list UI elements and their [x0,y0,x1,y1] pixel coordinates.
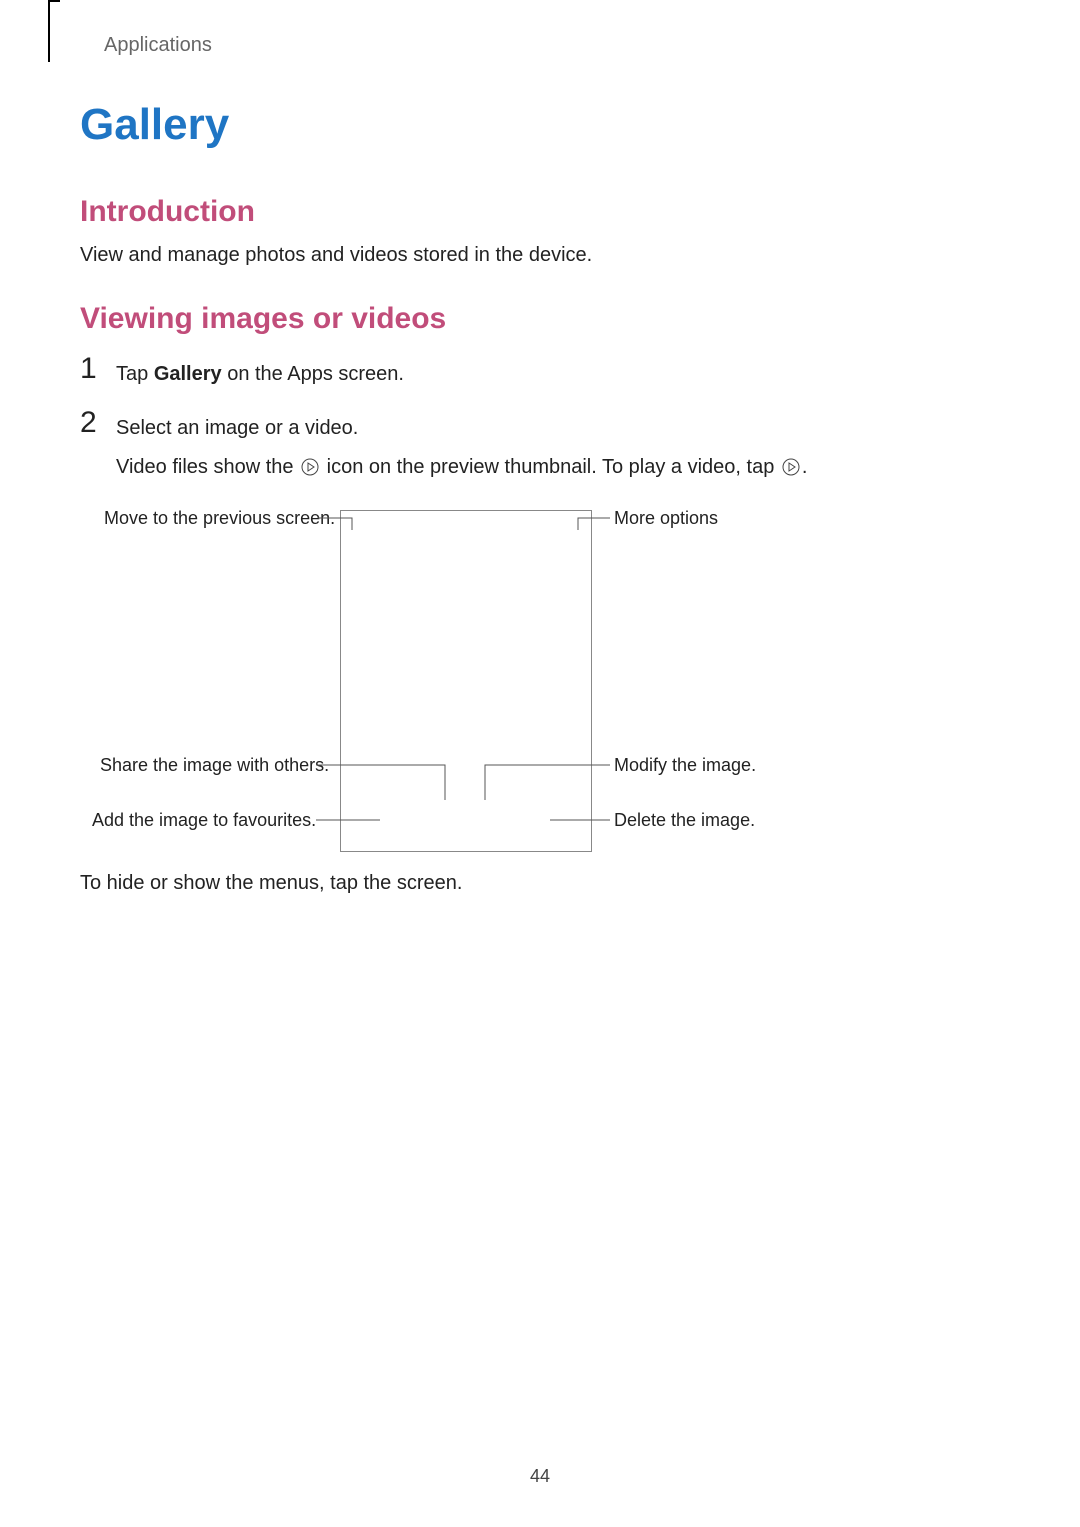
step-text: Tap Gallery on the Apps screen. [116,360,1000,389]
after-diagram-text: To hide or show the menus, tap the scree… [80,872,462,895]
step2-line2c: . [802,456,808,478]
step-number: 1 [80,352,97,386]
breadcrumb: Applications [104,34,212,57]
manual-page: Applications Gallery Introduction View a… [0,0,1080,1527]
step-2: 2 Select an image or a video. Video file… [80,414,1000,485]
step1-pre: Tap [116,363,154,385]
step2-line1: Select an image or a video. [116,417,358,439]
intro-body: View and manage photos and videos stored… [80,244,592,267]
play-icon [301,456,319,485]
step-text: Select an image or a video. Video files … [116,414,1000,485]
section-heading-introduction: Introduction [80,195,255,229]
page-title: Gallery [80,100,229,150]
step-1: 1 Tap Gallery on the Apps screen. [80,360,1000,389]
callout-leader-lines [80,500,1000,860]
page-corner-mark [48,0,62,62]
callout-diagram: Move to the previous screen. More option… [80,500,1000,860]
section-heading-viewing: Viewing images or videos [80,302,446,336]
step-number: 2 [80,406,97,440]
page-number: 44 [0,1466,1080,1487]
step2-line2b: icon on the preview thumbnail. To play a… [321,456,780,478]
step1-post: on the Apps screen. [222,363,404,385]
step2-line2a: Video files show the [116,456,299,478]
step1-bold: Gallery [154,363,222,385]
play-icon [782,456,800,485]
